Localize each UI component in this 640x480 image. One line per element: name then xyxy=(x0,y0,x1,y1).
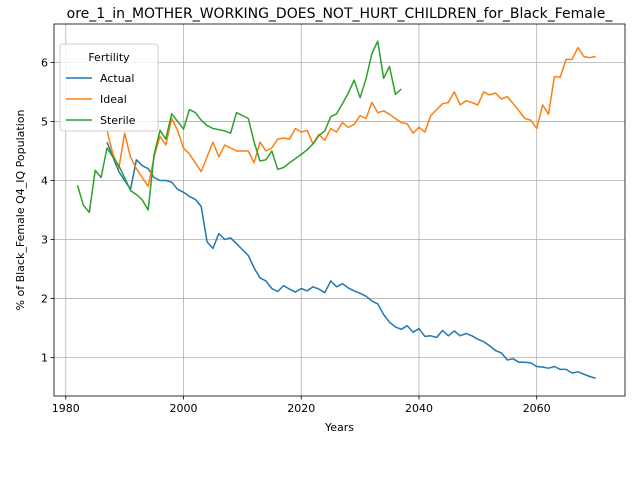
legend: Fertility Actual Ideal Sterile xyxy=(59,43,159,132)
legend-label-actual: Actual xyxy=(100,72,134,85)
series-line-ideal xyxy=(106,46,596,188)
plot-frame xyxy=(53,23,626,397)
legend-box xyxy=(59,43,159,132)
chart-title: ore_1_in_MOTHER_WORKING_DOES_NOT_HURT_CH… xyxy=(67,6,614,22)
y-tick-label: 2 xyxy=(41,293,48,306)
y-tick-label: 1 xyxy=(41,352,48,365)
y-axis-ticks: 1 2 3 4 5 6 xyxy=(41,56,54,365)
legend-title: Fertility xyxy=(88,51,130,64)
x-tick-label: 2060 xyxy=(523,402,551,415)
series-line-actual xyxy=(106,141,596,380)
series-line-sterile xyxy=(76,40,402,214)
x-tick-label: 2000 xyxy=(170,402,198,415)
y-tick-label: 5 xyxy=(41,115,48,128)
y-tick-label: 4 xyxy=(41,174,48,187)
series-layer xyxy=(76,40,596,380)
x-tick-label: 1980 xyxy=(52,402,80,415)
x-tick-label: 2040 xyxy=(405,402,433,415)
y-axis-label: % of Black_Female Q4_IQ Population xyxy=(14,110,27,311)
x-tick-label: 2020 xyxy=(287,402,315,415)
x-axis-label: Years xyxy=(324,421,354,434)
y-tick-label: 3 xyxy=(41,234,48,247)
legend-label-ideal: Ideal xyxy=(100,93,127,106)
legend-label-sterile: Sterile xyxy=(100,114,136,127)
x-axis-ticks: 1980 2000 2020 2040 2060 xyxy=(52,396,551,415)
y-tick-label: 6 xyxy=(41,56,48,69)
